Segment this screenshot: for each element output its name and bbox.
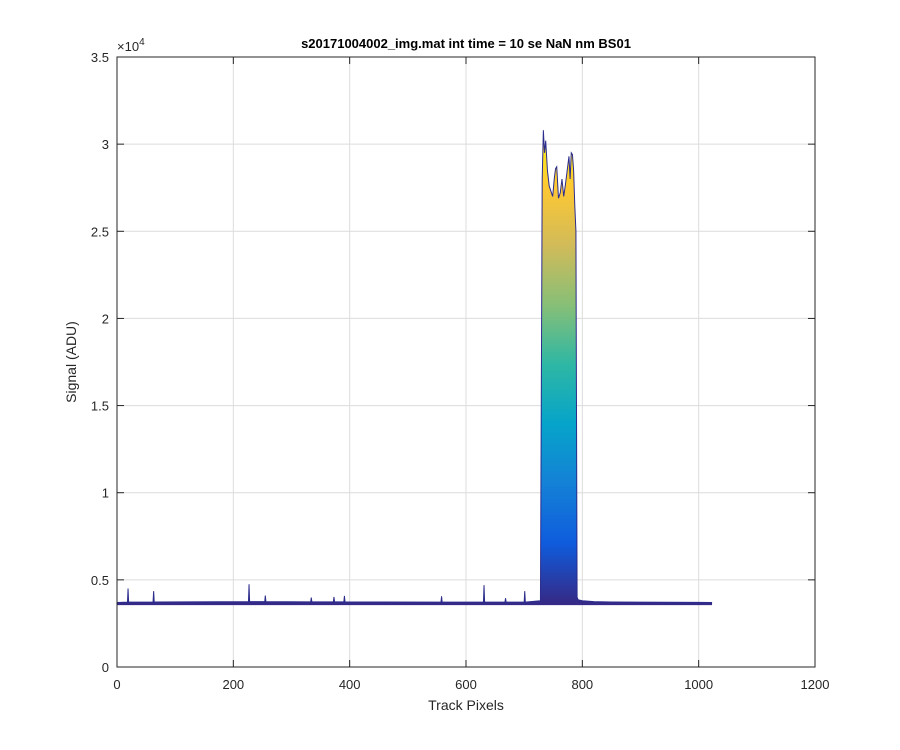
y-multiplier-base: ×10: [117, 39, 139, 54]
data-layer: [117, 130, 713, 606]
y-multiplier-exponent: 4: [139, 37, 145, 48]
x-tick-label: 0: [113, 677, 120, 692]
y-tick-label: 0.5: [91, 573, 109, 588]
y-tick-label: 3.5: [91, 50, 109, 65]
x-tick-label: 400: [339, 677, 361, 692]
x-tick-label: 1200: [801, 677, 830, 692]
tick-labels: 0 200 400 600 800 1000 1200 0 0.5 1 1.5 2 2.5 3 3.5: [91, 50, 830, 692]
x-tick-label: 200: [222, 677, 244, 692]
y-tick-label: 0: [102, 660, 109, 675]
x-axis-title: Track Pixels: [428, 697, 504, 713]
y-tick-label: 1.5: [91, 399, 109, 414]
x-tick-label: 1000: [684, 677, 713, 692]
y-axis-title: Signal (ADU): [63, 321, 79, 403]
y-tick-label: 1: [102, 486, 109, 501]
signal-line: [117, 130, 713, 604]
x-tick-label: 800: [571, 677, 593, 692]
y-tick-label: 2: [102, 311, 109, 326]
y-tick-label: 3: [102, 137, 109, 152]
chart-title: s20171004002_img.mat int time = 10 se Na…: [301, 36, 631, 51]
y-tick-label: 2.5: [91, 224, 109, 239]
x-tick-label: 600: [455, 677, 477, 692]
tick-marks: [116, 56, 816, 668]
y-axis-multiplier: ×104: [117, 37, 145, 54]
grid-lines: [117, 57, 815, 667]
signal-area: [117, 130, 713, 606]
